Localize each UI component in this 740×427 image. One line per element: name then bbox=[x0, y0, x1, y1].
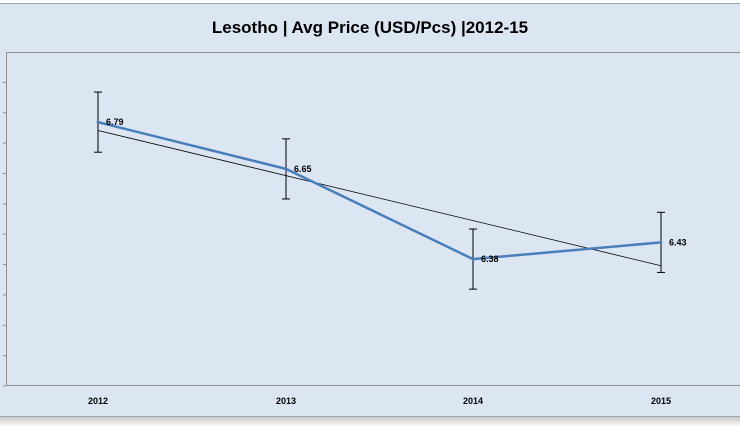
data-label: 6.38 bbox=[481, 254, 499, 264]
x-tick-label: 2015 bbox=[651, 396, 671, 406]
x-tick-label: 2014 bbox=[463, 396, 483, 406]
data-point bbox=[285, 167, 288, 170]
data-point bbox=[660, 241, 663, 244]
trendline bbox=[98, 130, 661, 265]
data-label: 6.65 bbox=[294, 164, 312, 174]
data-point bbox=[97, 121, 100, 124]
x-tick-label: 2012 bbox=[88, 396, 108, 406]
window-bottom-edge bbox=[0, 417, 740, 427]
data-label: 6.79 bbox=[106, 117, 124, 127]
data-point bbox=[472, 258, 475, 261]
data-label: 6.43 bbox=[669, 237, 687, 247]
x-tick-label: 2013 bbox=[276, 396, 296, 406]
series-line bbox=[98, 122, 661, 259]
